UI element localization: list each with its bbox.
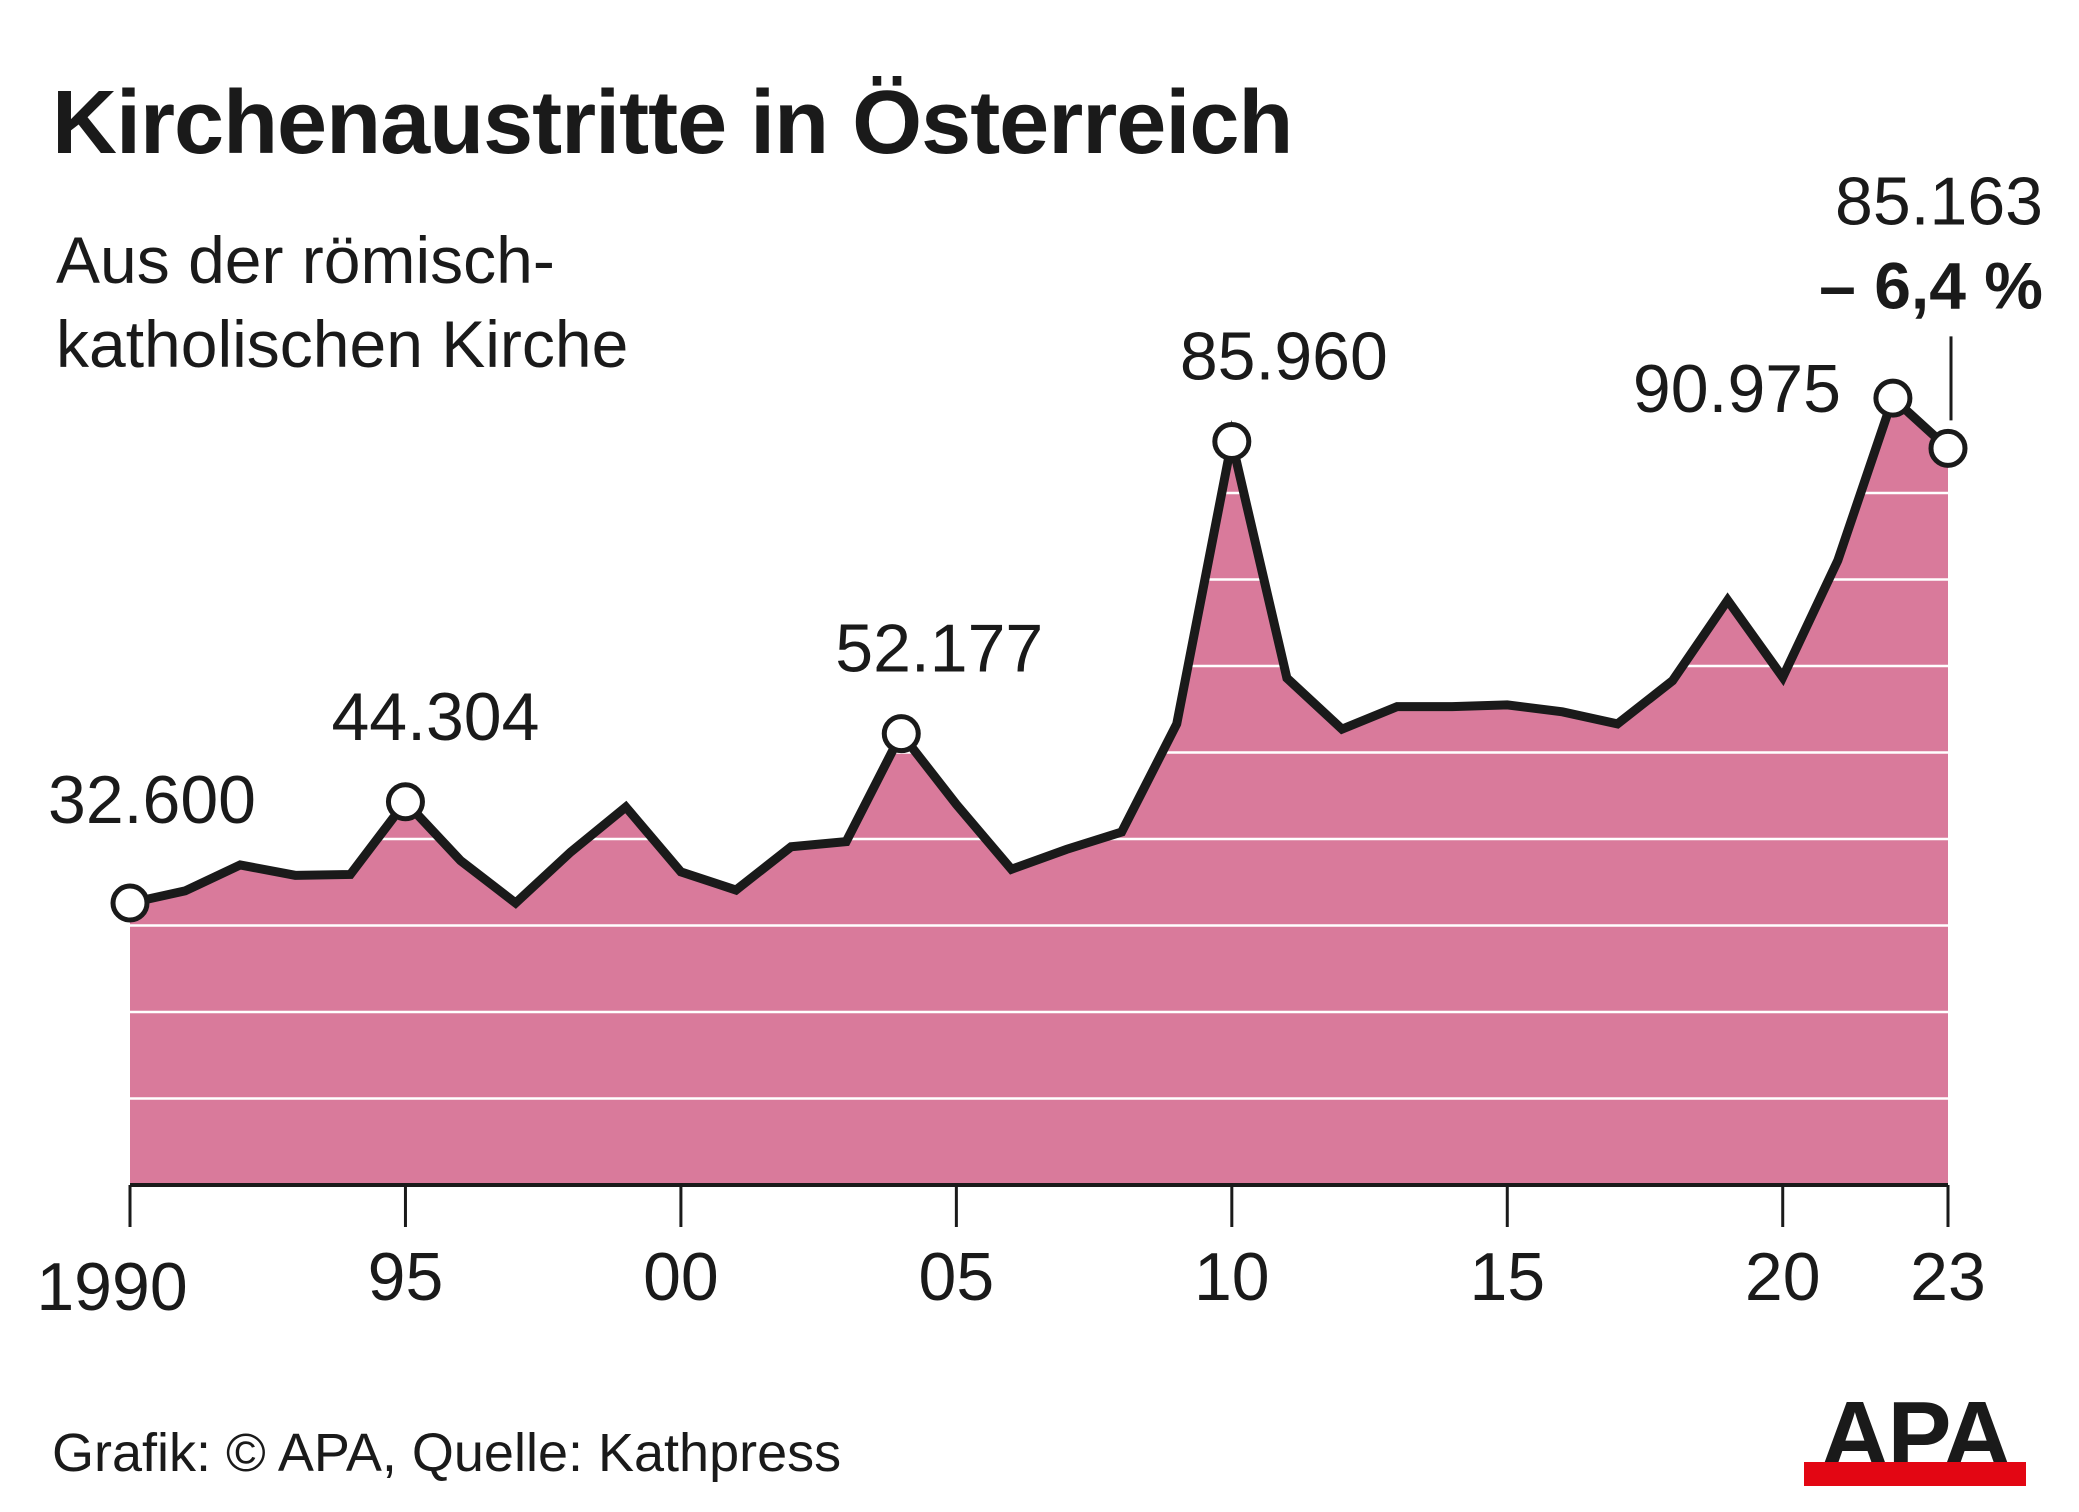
change-label: – 6,4 % [1819,248,2043,322]
x-tick-label: 95 [368,1239,444,1315]
data-label: 85.163 [1835,163,2043,239]
x-axis: 1990 95 00 05 10 15 20 23 [36,1183,1986,1325]
data-point-marker [1212,421,1252,461]
data-point-marker [1873,378,1913,418]
line-layer [129,390,1952,909]
area-layer [130,398,1948,1185]
apa-logo: APA [1804,1390,2026,1486]
chart-subtitle: Aus der römisch- katholischen Kirche [56,223,629,381]
data-label: 44.304 [331,679,539,755]
source-footer: Grafik: © APA, Quelle: Kathpress [52,1423,842,1483]
marker-layer [110,378,1968,923]
data-point-marker [881,714,921,754]
x-tick-label: 20 [1745,1239,1821,1315]
x-tick-label: 05 [919,1239,995,1315]
data-label: 90.975 [1633,351,1841,427]
data-point-marker [1928,428,1968,468]
x-tick-label: 15 [1469,1239,1545,1315]
x-tick-label: 23 [1910,1239,1986,1315]
label-layer: 32.600 44.304 52.177 85.960 90.975 85.163 – 6,… [48,163,2043,838]
data-label: 32.600 [48,762,256,838]
x-tick-label: 00 [643,1239,719,1315]
data-label: 85.960 [1180,318,1388,394]
data-point-marker [385,782,425,822]
chart-title: Kirchenaustritte in Österreich [52,73,1293,173]
data-point-marker [110,883,150,923]
area-fill [130,398,1948,1185]
data-label: 52.177 [835,611,1043,687]
series-line [129,390,1952,909]
x-tick-label: 10 [1194,1239,1270,1315]
x-tick-label: 1990 [36,1249,187,1325]
apa-logo-bar [1804,1462,2026,1486]
